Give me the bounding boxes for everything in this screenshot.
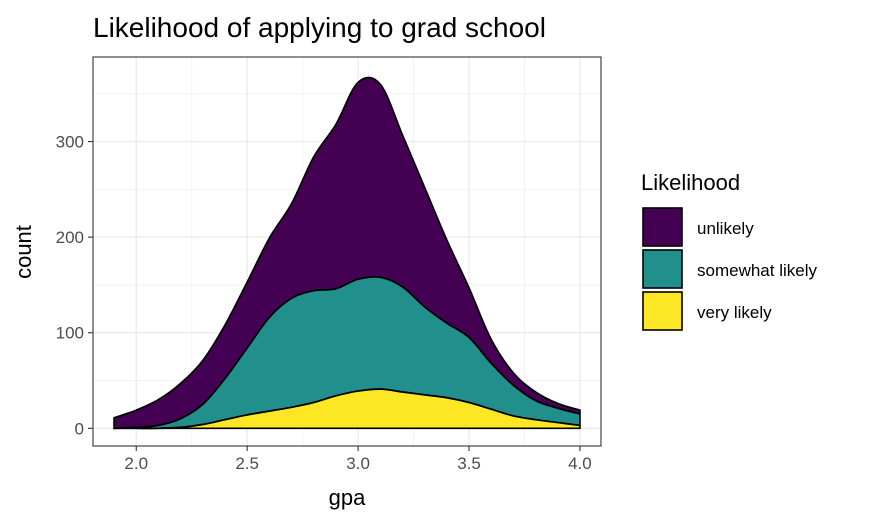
legend-title: Likelihood xyxy=(641,170,740,195)
legend-label-unlikely: unlikely xyxy=(697,219,754,238)
plot-border xyxy=(92,56,602,447)
legend-swatch-somewhat-likely xyxy=(642,249,683,289)
y-tick-label: 100 xyxy=(56,324,84,343)
y-tick-label: 0 xyxy=(75,419,84,438)
x-tick-label: 2.0 xyxy=(124,454,148,473)
legend-label-very-likely: very likely xyxy=(697,303,772,322)
x-tick-label: 3.0 xyxy=(346,454,370,473)
y-axis-title: count xyxy=(11,225,36,279)
legend-swatch-very-likely xyxy=(642,291,683,331)
legend-items: unlikely somewhat likely very likely xyxy=(642,207,817,331)
area-very-likely xyxy=(113,388,581,430)
y-tick-label: 300 xyxy=(56,133,84,152)
x-tick-label: 2.5 xyxy=(235,454,259,473)
axes: 2.0 2.5 3.0 3.5 4.0 0 100 200 300 xyxy=(56,133,592,473)
x-axis-title: gpa xyxy=(329,485,366,510)
legend-label-somewhat-likely: somewhat likely xyxy=(697,261,817,280)
chart-title: Likelihood of applying to grad school xyxy=(93,12,546,43)
x-tick-label: 3.5 xyxy=(457,454,481,473)
y-tick-label: 200 xyxy=(56,228,84,247)
legend: Likelihood unlikely somewhat likely very l… xyxy=(641,170,817,331)
legend-swatch-unlikely xyxy=(642,207,683,247)
x-tick-label: 4.0 xyxy=(568,454,592,473)
area-series xyxy=(113,76,581,430)
